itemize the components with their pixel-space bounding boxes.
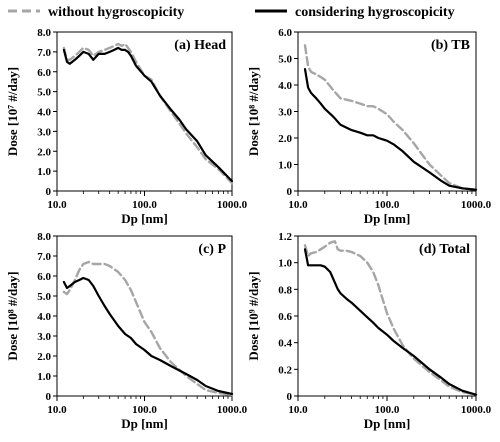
panel-1-xtick-label-2: 1000.0 [461, 199, 492, 211]
panel-1-ytick-label-5: 5.0 [278, 54, 292, 66]
panel-0: 0 1.0 2.0 3.0 4.0 5.0 6.0 7.0 8.0 10.0 100.0 1000.0… [5, 27, 248, 226]
panel-3-ytick-label-1: 0.2 [278, 364, 292, 376]
panel-1-ytick-label-1: 1.0 [278, 160, 292, 172]
panel-2-ytick-label-2: 2.0 [37, 351, 51, 363]
panel-1-ytick-label-3: 3.0 [278, 107, 292, 119]
panel-0-series-considering-hygroscopicity [62, 46, 234, 183]
panel-2: 0 1.0 2.0 3.0 4.0 5.0 6.0 7.0 8.0 10.0 100.0 1000.0… [5, 231, 248, 431]
panel-3-xtick-label-2: 1000.0 [461, 404, 492, 416]
panel-3-ylabel: Dose [10⁹ #/day] [246, 271, 261, 360]
legend-label-considering-hygroscopicity: considering hygroscopicity [295, 5, 455, 20]
panel-3-ytick-label-5: 1.0 [278, 258, 292, 270]
panel-3-xtick-label-0: 10.0 [288, 404, 308, 416]
panel-1-xtick-label-0: 10.0 [288, 199, 308, 211]
panel-3-series-without-hygroscopicity [303, 240, 478, 396]
panel-0-ytick-label-4: 4.0 [37, 107, 51, 119]
panel-0-xtick-label-2: 1000.0 [217, 199, 248, 211]
panel-0-ytick-label-0: 0 [46, 186, 52, 198]
panel-0-ytick-label-2: 2.0 [37, 146, 51, 158]
panel-2-series-without-hygroscopicity [62, 260, 234, 397]
panel-2-title: (c) P [198, 242, 226, 257]
panel-3-xlabel: Dp [nm] [364, 416, 411, 431]
panel-1-series-considering-hygroscopicity [303, 67, 478, 191]
panel-1-title: (b) TB [431, 38, 470, 53]
panel-1-series-without-hygroscopicity [303, 44, 478, 191]
panel-2-ytick-label-5: 5.0 [37, 291, 51, 303]
panel-1: 0 1.0 2.0 3.0 4.0 5.0 6.0 10.0 100.0 1000.0 Dp [nm… [246, 27, 492, 226]
panel-3-series-considering-hygroscopicity [303, 248, 478, 396]
panel-3-ytick-label-0: 0 [287, 391, 293, 403]
panel-0-ytick-label-1: 1.0 [37, 166, 51, 178]
panel-2-xtick-label-0: 10.0 [47, 404, 67, 416]
panel-0-xtick-label-1: 100.0 [132, 199, 157, 211]
panel-2-xlabel: Dp [nm] [121, 416, 168, 431]
panel-1-ylabel: Dose [10⁸ #/day] [246, 67, 261, 156]
panel-2-ytick-label-6: 6.0 [37, 271, 51, 283]
panel-1-ytick-label-4: 4.0 [278, 80, 292, 92]
panel-2-ytick-label-3: 3.0 [37, 331, 51, 343]
panel-1-xlabel: Dp [nm] [364, 211, 411, 226]
panel-0-series-without-hygroscopicity [62, 42, 234, 185]
panel-0-ytick-label-6: 6.0 [37, 67, 51, 79]
panel-0-frame [56, 31, 233, 192]
panel-2-xtick-label-1: 100.0 [132, 404, 157, 416]
panel-3-title: (d) Total [419, 242, 470, 257]
panels: 0 1.0 2.0 3.0 4.0 5.0 6.0 7.0 8.0 10.0 100.0 1000.0… [5, 27, 492, 431]
panel-2-series-considering-hygroscopicity [62, 276, 234, 396]
panel-2-frame [56, 235, 233, 397]
panel-3-ytick-label-3: 0.6 [278, 311, 292, 323]
panel-0-ytick-label-3: 3.0 [37, 126, 51, 138]
panel-2-ytick-label-4: 4.0 [37, 311, 51, 323]
panel-0-ylabel: Dose [10⁷ #/day] [5, 67, 20, 156]
panel-0-xlabel: Dp [nm] [121, 211, 168, 226]
panel-3-ytick-label-4: 0.8 [278, 284, 292, 296]
panel-2-ytick-label-7: 7.0 [37, 251, 51, 263]
panel-0-ytick-label-5: 5.0 [37, 87, 51, 99]
panel-3-ytick-label-2: 0.4 [278, 338, 292, 350]
panel-3-xtick-label-1: 100.0 [375, 404, 400, 416]
panel-1-xtick-label-1: 100.0 [375, 199, 400, 211]
panel-1-ytick-label-2: 2.0 [278, 133, 292, 145]
panel-0-ytick-label-7: 7.0 [37, 47, 51, 59]
panel-2-ytick-label-1: 1.0 [37, 371, 51, 383]
panel-1-frame [297, 31, 477, 192]
panel-2-ytick-label-8: 8.0 [37, 231, 51, 243]
legend-label-without-hygroscopicity: without hygroscopicity [48, 5, 184, 20]
panel-2-ylabel: Dose [10⁸ #/day] [5, 271, 20, 360]
panel-0-title: (a) Head [174, 38, 226, 53]
panel-1-ytick-label-6: 6.0 [278, 27, 292, 39]
panel-3: 0 0.2 0.4 0.6 0.8 1.0 1.2 10.0 100.0 1000.0 Dp [nm… [246, 231, 492, 431]
panel-2-ytick-label-0: 0 [46, 391, 52, 403]
panel-0-ytick-label-8: 8.0 [37, 27, 51, 39]
panel-3-frame [297, 235, 477, 397]
panel-0-xtick-label-0: 10.0 [47, 199, 67, 211]
legend: without hygroscopicity considering hygro… [8, 5, 455, 20]
panel-2-xtick-label-2: 1000.0 [217, 404, 248, 416]
panel-1-ytick-label-0: 0 [287, 186, 293, 198]
panel-3-ytick-label-6: 1.2 [278, 231, 292, 243]
